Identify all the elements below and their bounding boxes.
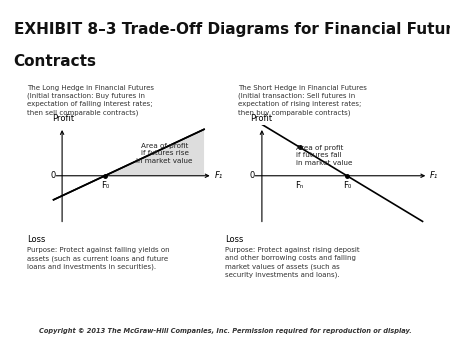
Text: Loss: Loss (27, 235, 45, 244)
Text: Fₙ: Fₙ (296, 181, 304, 190)
Text: Purpose: Protect against rising deposit
and other borrowing costs and falling
ma: Purpose: Protect against rising deposit … (225, 247, 360, 279)
Text: F₀: F₀ (101, 181, 109, 190)
Text: F₁: F₁ (430, 171, 438, 180)
Text: Profit: Profit (251, 114, 273, 123)
Text: F₀: F₀ (343, 181, 351, 190)
Text: Area of profit
if futures fall
in market value: Area of profit if futures fall in market… (296, 145, 352, 166)
Text: Loss: Loss (225, 235, 243, 244)
Text: F₁: F₁ (214, 171, 223, 180)
Text: Purpose: Protect against falling yields on
assets (such as current loans and fut: Purpose: Protect against falling yields … (27, 247, 170, 270)
Text: The Long Hedge in Financial Futures
(Initial transaction: Buy futures in
expecta: The Long Hedge in Financial Futures (Ini… (27, 85, 154, 116)
Polygon shape (300, 147, 347, 176)
Text: 0: 0 (50, 171, 55, 180)
Text: 8-1: 8-1 (429, 2, 443, 11)
Text: EXHIBIT 8–3 Trade-Off Diagrams for Financial Futures: EXHIBIT 8–3 Trade-Off Diagrams for Finan… (14, 22, 450, 37)
Text: Profit: Profit (52, 114, 74, 123)
Text: The Short Hedge in Financial Futures
(Initial transaction: Sell futures in
expec: The Short Hedge in Financial Futures (In… (238, 85, 367, 116)
Text: Contracts: Contracts (14, 54, 96, 69)
Text: 0: 0 (249, 171, 254, 180)
Text: Copyright © 2013 The McGraw-Hill Companies, Inc. Permission required for reprodu: Copyright © 2013 The McGraw-Hill Compani… (39, 328, 411, 334)
Polygon shape (105, 129, 204, 176)
Text: Area of profit
if futures rise
in market value: Area of profit if futures rise in market… (136, 143, 193, 164)
